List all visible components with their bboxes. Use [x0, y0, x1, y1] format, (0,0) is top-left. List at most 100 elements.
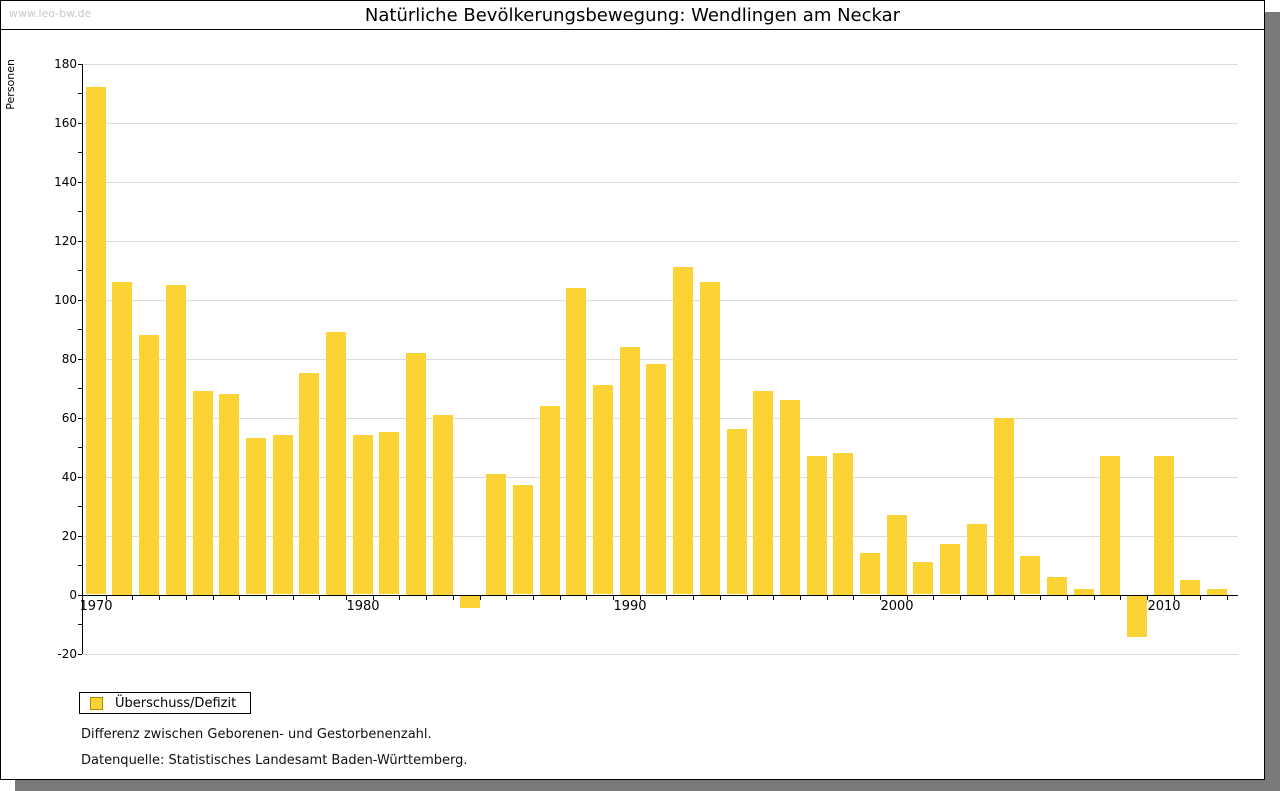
x-tick	[319, 596, 320, 600]
x-tick	[266, 596, 267, 600]
x-tick	[747, 596, 748, 600]
bar-2001	[913, 562, 933, 594]
x-tick	[1040, 596, 1041, 600]
y-tick	[78, 536, 82, 537]
x-tick-label-2010: 2010	[1147, 599, 1181, 614]
y-tick-label: 0	[69, 588, 77, 602]
bar-2010	[1154, 456, 1174, 595]
x-tick	[933, 596, 934, 600]
bar-2004	[994, 418, 1014, 595]
y-tick	[78, 270, 82, 271]
bar-1989	[593, 385, 613, 594]
gridline	[83, 241, 1238, 242]
bar-1993	[700, 282, 720, 595]
x-tick	[693, 596, 694, 600]
gridline	[83, 300, 1238, 301]
y-tick	[78, 152, 82, 153]
x-tick-label-1980: 1980	[346, 599, 380, 614]
x-tick	[666, 596, 667, 600]
x-tick	[1174, 596, 1175, 600]
x-tick	[106, 596, 107, 600]
x-tick	[907, 596, 908, 600]
x-tick	[186, 596, 187, 600]
x-tick	[720, 596, 721, 600]
bar-1976	[246, 438, 266, 594]
bar-1983	[433, 415, 453, 595]
x-tick	[239, 596, 240, 600]
x-tick	[426, 596, 427, 600]
bar-1979	[326, 332, 346, 595]
bar-2011	[1180, 580, 1200, 595]
y-tick	[78, 565, 82, 566]
y-tick	[78, 359, 82, 360]
x-tick	[533, 596, 534, 600]
x-tick	[1147, 596, 1148, 600]
x-tick	[773, 596, 774, 600]
chart-title: Natürliche Bevölkerungsbewegung: Wendlin…	[364, 5, 901, 26]
y-tick-label: 40	[61, 470, 77, 484]
y-tick	[78, 447, 82, 448]
footnote-definition: Differenz zwischen Geborenen- und Gestor…	[81, 727, 432, 742]
x-tick-label-1970: 1970	[79, 599, 113, 614]
bar-1988	[566, 288, 586, 595]
x-tick	[827, 596, 828, 600]
y-tick	[78, 211, 82, 212]
y-tick	[78, 300, 82, 301]
x-tick	[453, 596, 454, 600]
x-tick	[1014, 596, 1015, 600]
bar-2002	[940, 544, 960, 594]
bar-1972	[139, 335, 159, 595]
bar-1981	[379, 432, 399, 594]
legend-box: Überschuss/Defizit	[79, 692, 252, 714]
y-tick-label: -20	[57, 647, 77, 661]
y-tick	[78, 329, 82, 330]
x-tick	[373, 596, 374, 600]
x-axis-line	[82, 595, 1238, 596]
y-tick	[78, 654, 82, 655]
gridline	[83, 359, 1238, 360]
bar-1992	[673, 267, 693, 594]
y-tick-label: 20	[61, 529, 77, 543]
x-tick-label-2000: 2000	[880, 599, 914, 614]
y-tick	[78, 595, 82, 596]
plot-area: -20 0 20 40 60 80 100 120 140 160 180 1970 1980 1990 2…	[1, 1, 1264, 779]
x-tick	[506, 596, 507, 600]
x-tick	[1200, 596, 1201, 600]
bar-1978	[299, 373, 319, 594]
y-tick	[78, 418, 82, 419]
y-tick	[78, 123, 82, 124]
bar-1994	[727, 429, 747, 594]
bar-2006	[1047, 577, 1067, 595]
x-tick	[880, 596, 881, 600]
x-tick	[480, 596, 481, 600]
bar-1980	[353, 435, 373, 594]
bar-1987	[540, 406, 560, 595]
y-tick	[78, 241, 82, 242]
y-tick	[78, 64, 82, 65]
gridline	[83, 654, 1238, 655]
y-axis-line	[82, 64, 83, 654]
x-tick	[159, 596, 160, 600]
y-tick	[78, 93, 82, 94]
legend-label: Überschuss/Defizit	[115, 695, 237, 711]
bar-1975	[219, 394, 239, 595]
bar-1974	[193, 391, 213, 595]
x-tick	[1094, 596, 1095, 600]
y-tick-label: 140	[54, 175, 77, 189]
gridline	[83, 64, 1238, 65]
x-tick	[853, 596, 854, 600]
x-tick	[399, 596, 400, 600]
y-tick-label: 100	[54, 293, 77, 307]
watermark: www.leo-bw.de	[9, 7, 92, 20]
x-tick	[613, 596, 614, 600]
x-tick	[560, 596, 561, 600]
bar-2003	[967, 524, 987, 595]
x-tick	[960, 596, 961, 600]
bar-1995	[753, 391, 773, 595]
x-tick-label-1990: 1990	[613, 599, 647, 614]
bar-1986	[513, 485, 533, 594]
y-tick	[78, 477, 82, 478]
y-tick-label: 120	[54, 234, 77, 248]
y-tick-label: 160	[54, 116, 77, 130]
bar-2008	[1100, 456, 1120, 595]
